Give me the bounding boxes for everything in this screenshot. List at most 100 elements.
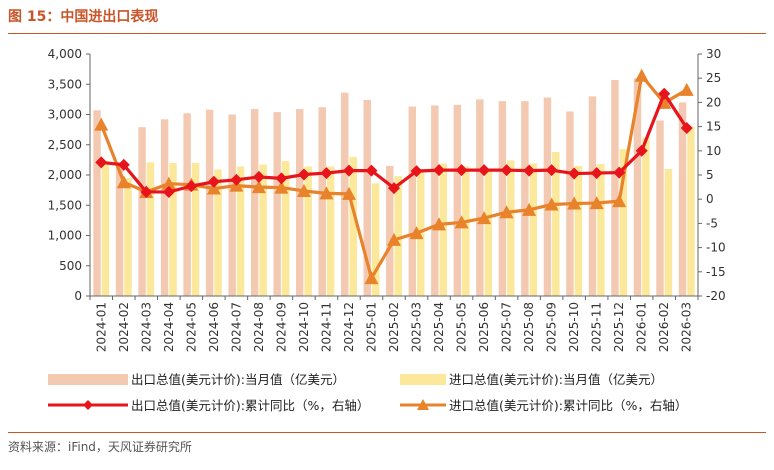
source-divider <box>8 432 766 433</box>
export-bar <box>138 127 146 296</box>
legend-label-import-line: 进口总值(美元计价):累计同比（%，右轴） <box>449 398 687 413</box>
y2-tick-label: -20 <box>706 289 726 303</box>
export-bar <box>115 162 124 296</box>
x-tick-label: 2025-03 <box>410 302 424 352</box>
import-yoy-point <box>94 117 109 131</box>
import-bar <box>259 164 267 296</box>
import-bar <box>169 162 177 296</box>
x-tick-label: 2026-03 <box>680 302 694 352</box>
export-bar <box>678 102 687 297</box>
legend: 出口总值(美元计价):当月值（亿美元） 进口总值(美元计价):当月值（亿美元） … <box>48 372 687 413</box>
export-bar <box>183 113 191 296</box>
import-bar <box>462 166 470 296</box>
x-tick-label: 2024-07 <box>229 302 243 352</box>
legend-label-export-line: 出口总值(美元计价):累计同比（%，右轴） <box>131 398 369 413</box>
import-yoy-point <box>319 186 334 200</box>
import-bar <box>146 162 155 296</box>
import-bar <box>529 163 538 296</box>
x-tick-label: 2025-06 <box>477 302 491 352</box>
title-divider <box>8 33 766 34</box>
export-yoy-point <box>365 164 378 177</box>
legend-marker-import-line <box>417 399 429 410</box>
y2-tick-label: 25 <box>706 71 721 85</box>
import-bar <box>101 161 110 296</box>
y2-tick-label: 10 <box>706 144 721 158</box>
x-tick-label: 2025-08 <box>522 302 536 352</box>
import-bar <box>484 168 493 296</box>
export-yoy-point <box>658 87 671 100</box>
export-bar <box>363 99 371 296</box>
export-yoy-point <box>207 175 220 188</box>
x-tick-label: 2024-03 <box>139 302 153 352</box>
import-bar <box>124 178 132 296</box>
x-tick-label: 2024-06 <box>207 302 221 352</box>
export-bar <box>476 99 484 296</box>
export-bar <box>543 97 552 296</box>
import-yoy-point <box>296 183 311 197</box>
x-tick-label: 2024-11 <box>319 302 333 352</box>
y2-tick-label: 15 <box>706 120 721 134</box>
x-tick-label: 2024-05 <box>184 302 198 352</box>
import-bar <box>394 176 402 296</box>
import-bar <box>349 156 357 296</box>
import-yoy-point <box>161 176 176 190</box>
export-bar <box>453 104 462 296</box>
export-yoy-point <box>185 180 198 193</box>
export-bar <box>228 114 236 296</box>
import-yoy-point <box>387 232 401 246</box>
export-bar <box>205 109 214 296</box>
export-bar <box>431 105 439 296</box>
import-bar <box>236 166 245 296</box>
import-yoy-point <box>567 196 582 210</box>
export-yoy-point <box>342 164 355 177</box>
y-tick-label: 3,000 <box>48 108 82 122</box>
y-tick-label: 3,500 <box>48 77 82 91</box>
x-tick-label: 2026-01 <box>635 302 649 352</box>
export-bar <box>656 120 664 296</box>
export-bar <box>93 110 101 296</box>
import-yoy-point <box>679 82 694 96</box>
import-yoy-point <box>274 180 289 194</box>
legend-swatch-import-bar <box>400 374 446 385</box>
import-yoy-point <box>477 211 492 225</box>
y-tick-label: 2,500 <box>48 138 82 152</box>
import-yoy-point <box>499 205 514 219</box>
export-yoy-point <box>320 167 333 180</box>
figure-title: 图 15：中国进出口表现 <box>8 9 159 25</box>
y2-tick-label: -10 <box>706 241 726 255</box>
import-bar <box>664 168 673 296</box>
x-tick-label: 2025-01 <box>364 302 378 352</box>
export-bar <box>160 119 169 296</box>
x-tick-label: 2025-07 <box>500 302 514 352</box>
export-yoy-point <box>613 166 626 179</box>
export-yoy-point <box>388 182 400 195</box>
x-tick-label: 2024-01 <box>94 302 108 352</box>
export-bar <box>386 165 394 296</box>
export-yoy-point <box>252 170 265 183</box>
x-tick-label: 2025-12 <box>612 302 626 352</box>
export-yoy-point <box>275 172 288 185</box>
legend-label-export-bar: 出口总值(美元计价):当月值（亿美元） <box>131 372 345 387</box>
export-yoy-point <box>478 164 491 177</box>
y-tick-label: 0 <box>74 289 82 303</box>
x-tick-label: 2024-02 <box>117 302 131 352</box>
export-bar <box>588 96 597 296</box>
chart: 0 500 1,000 1,500 2,000 2,500 3,000 3,500 4,000 -… <box>48 47 726 413</box>
export-bar <box>611 80 619 296</box>
x-tick-label: 2024-04 <box>162 302 176 352</box>
export-yoy-point <box>117 158 130 171</box>
export-bar <box>633 78 642 296</box>
export-yoy-point <box>455 164 468 177</box>
plot-area: 0 500 1,000 1,500 2,000 2,500 3,000 3,500 4,000 -… <box>48 47 726 352</box>
export-yoy-point <box>523 164 536 177</box>
export-yoy-point <box>297 168 310 181</box>
export-yoy-point <box>590 167 603 180</box>
import-yoy-point <box>341 186 356 200</box>
export-yoy-point <box>500 164 513 177</box>
import-bar <box>214 169 222 296</box>
y-tick-label: 500 <box>59 259 82 273</box>
import-bar <box>371 183 380 296</box>
import-yoy-point <box>634 68 649 82</box>
export-bar <box>521 101 529 296</box>
export-yoy-point <box>95 156 108 169</box>
